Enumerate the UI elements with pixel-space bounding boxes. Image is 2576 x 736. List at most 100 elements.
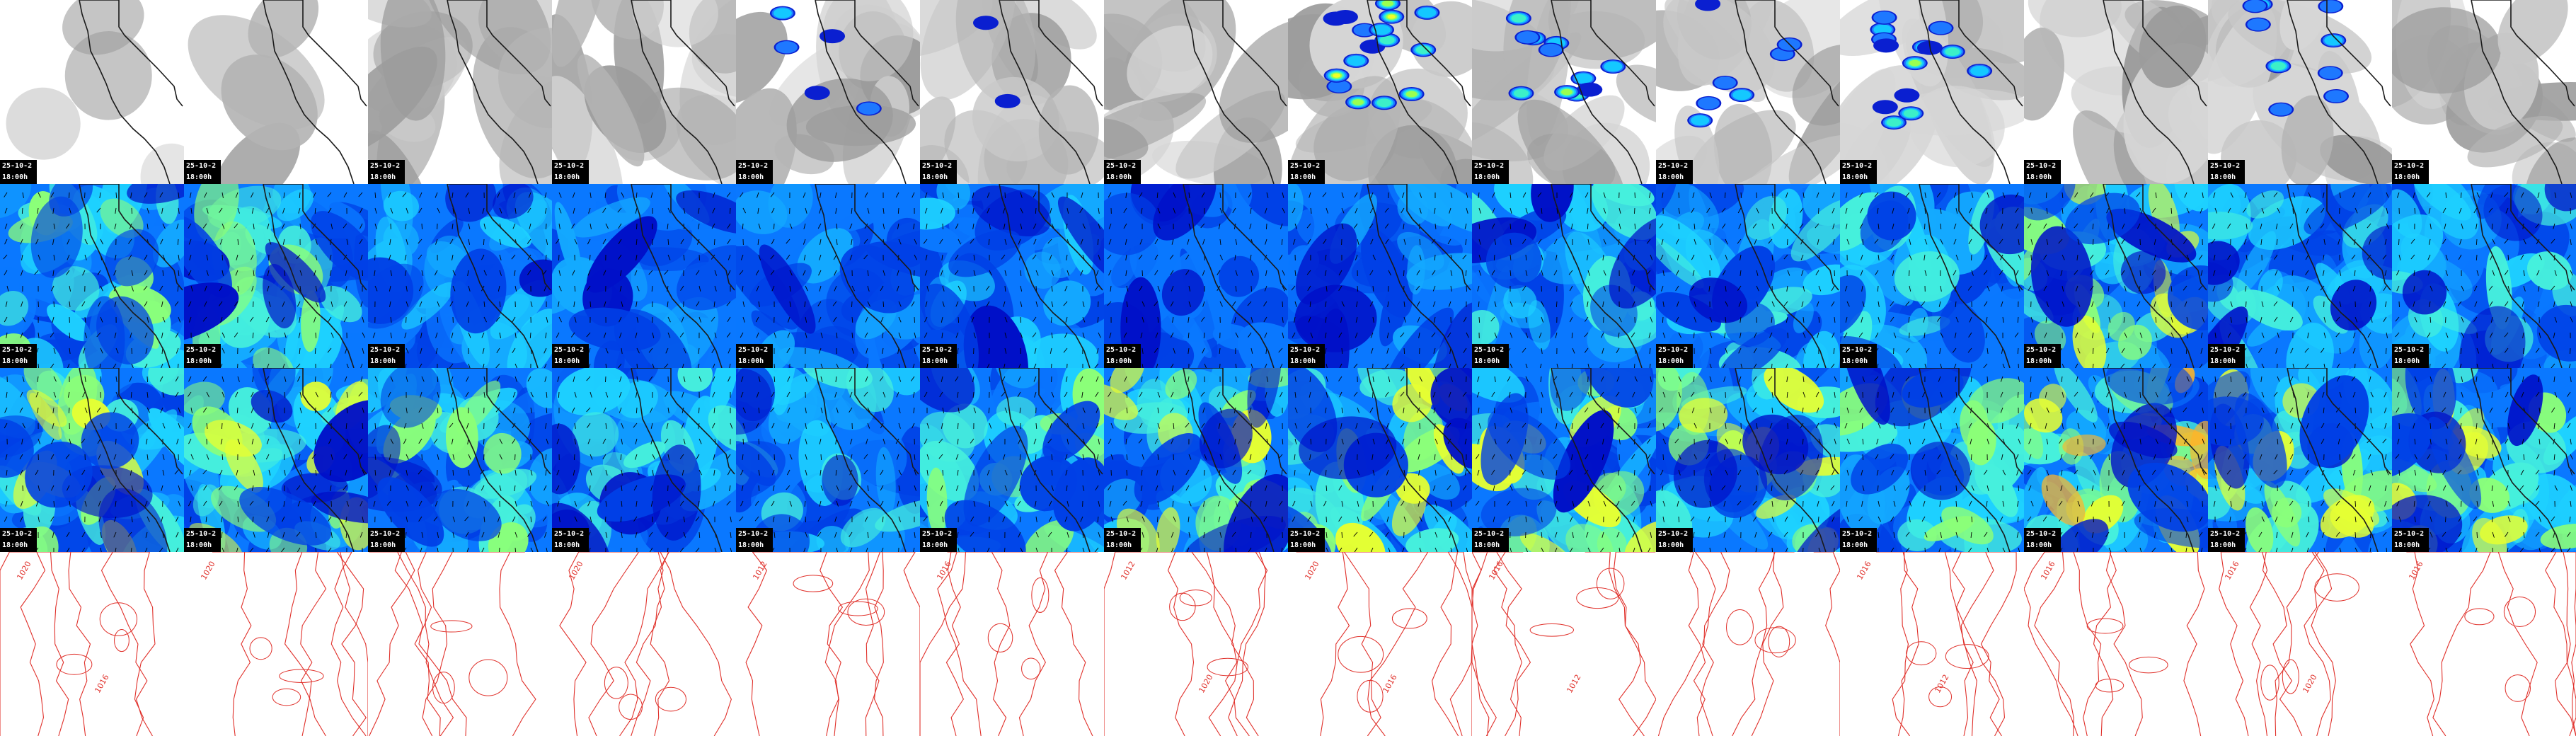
wind-speed-lower-panel: 25-10-2 18:00h bbox=[552, 184, 736, 368]
stamp-time: 18:00h bbox=[1106, 173, 1132, 181]
timestamp-label: 25-10-2 18:00h bbox=[2208, 528, 2245, 552]
stamp-date: 25-10-2 bbox=[1290, 346, 1321, 354]
timestamp-label: 25-10-2 18:00h bbox=[920, 528, 957, 552]
timestamp-label: 25-10-2 18:00h bbox=[1840, 528, 1877, 552]
timestamp-label: 25-10-2 18:00h bbox=[736, 528, 773, 552]
wind-speed-lower-map bbox=[920, 184, 1104, 368]
timestamp-label: 25-10-2 18:00h bbox=[184, 160, 221, 184]
cloud-cover-precipitation-panel: 25-10-2 18:00h bbox=[184, 0, 368, 184]
sea-level-pressure-isobars-map: 1020 bbox=[552, 552, 736, 736]
timestamp-label: 25-10-2 18:00h bbox=[1288, 528, 1325, 552]
wind-speed-upper-panel: 25-10-2 18:00h bbox=[1840, 368, 2024, 552]
cloud-cover-precipitation-map bbox=[2392, 0, 2576, 184]
wind-speed-lower-map bbox=[1656, 184, 1840, 368]
wind-speed-upper-map bbox=[1288, 368, 1472, 552]
cloud-cover-precipitation-map bbox=[0, 0, 184, 184]
wind-speed-upper-map bbox=[368, 368, 552, 552]
stamp-date: 25-10-2 bbox=[186, 162, 217, 170]
stamp-time: 18:00h bbox=[1290, 541, 1316, 549]
sea-level-pressure-isobars-panel: 1016 bbox=[920, 552, 1104, 736]
cloud-cover-precipitation-map bbox=[1104, 0, 1288, 184]
stamp-time: 18:00h bbox=[738, 357, 764, 365]
sea-level-pressure-isobars-panel: 1016 bbox=[2392, 552, 2576, 736]
wind-speed-lower-panel: 25-10-2 18:00h bbox=[2392, 184, 2576, 368]
timestamp-label: 25-10-2 18:00h bbox=[184, 344, 221, 368]
cloud-cover-precipitation-map bbox=[736, 0, 920, 184]
stamp-date: 25-10-2 bbox=[554, 346, 585, 354]
stamp-date: 25-10-2 bbox=[922, 530, 953, 538]
sea-level-pressure-isobars-panel: 1020 bbox=[552, 552, 736, 736]
cloud-cover-precipitation-panel: 25-10-2 18:00h bbox=[0, 0, 184, 184]
sea-level-pressure-isobars-map bbox=[1656, 552, 1840, 736]
cloud-cover-precipitation-map bbox=[184, 0, 368, 184]
wind-speed-upper-map bbox=[2024, 368, 2208, 552]
timestamp-label: 25-10-2 18:00h bbox=[2392, 160, 2429, 184]
wind-speed-upper-map bbox=[736, 368, 920, 552]
cloud-cover-precipitation-map bbox=[1472, 0, 1656, 184]
timestamp-label: 25-10-2 18:00h bbox=[1840, 344, 1877, 368]
sea-level-pressure-isobars-map: 1012 bbox=[736, 552, 920, 736]
wind-speed-lower-map bbox=[2208, 184, 2392, 368]
timestamp-label: 25-10-2 18:00h bbox=[552, 160, 589, 184]
stamp-date: 25-10-2 bbox=[2, 346, 33, 354]
stamp-date: 25-10-2 bbox=[554, 530, 585, 538]
cloud-cover-precipitation-map bbox=[1840, 0, 2024, 184]
sea-level-pressure-isobars-panel: 1016 bbox=[2024, 552, 2208, 736]
stamp-date: 25-10-2 bbox=[922, 346, 953, 354]
sea-level-pressure-isobars-map: 1016 bbox=[920, 552, 1104, 736]
stamp-date: 25-10-2 bbox=[1842, 530, 1873, 538]
cloud-cover-precipitation-map bbox=[552, 0, 736, 184]
wind-speed-lower-map bbox=[0, 184, 184, 368]
timestamp-label: 25-10-2 18:00h bbox=[1104, 160, 1141, 184]
cloud-cover-precipitation-panel: 25-10-2 18:00h bbox=[1288, 0, 1472, 184]
wind-speed-lower-map bbox=[1288, 184, 1472, 368]
wind-speed-upper-map bbox=[0, 368, 184, 552]
stamp-time: 18:00h bbox=[1474, 357, 1500, 365]
stamp-time: 18:00h bbox=[554, 541, 580, 549]
cloud-cover-precipitation-panel: 25-10-2 18:00h bbox=[1840, 0, 2024, 184]
wind-speed-lower-map bbox=[1472, 184, 1656, 368]
wind-speed-upper-map bbox=[920, 368, 1104, 552]
sea-level-pressure-isobars-panel: 1020 1016 bbox=[0, 552, 184, 736]
timestamp-label: 25-10-2 18:00h bbox=[736, 160, 773, 184]
timestamp-label: 25-10-2 18:00h bbox=[2392, 344, 2429, 368]
wind-speed-lower-map bbox=[184, 184, 368, 368]
stamp-date: 25-10-2 bbox=[2210, 530, 2241, 538]
stamp-date: 25-10-2 bbox=[1842, 346, 1873, 354]
sea-level-pressure-isobars-panel bbox=[1656, 552, 1840, 736]
timestamp-label: 25-10-2 18:00h bbox=[1288, 160, 1325, 184]
stamp-time: 18:00h bbox=[1106, 541, 1132, 549]
stamp-time: 18:00h bbox=[2, 541, 28, 549]
cloud-cover-precipitation-panel: 25-10-2 18:00h bbox=[1472, 0, 1656, 184]
wind-speed-upper-panel: 25-10-2 18:00h bbox=[0, 368, 184, 552]
sea-level-pressure-isobars-panel: 1016 1012 bbox=[1472, 552, 1656, 736]
cloud-cover-precipitation-map bbox=[920, 0, 1104, 184]
timestamp-label: 25-10-2 18:00h bbox=[2208, 344, 2245, 368]
stamp-date: 25-10-2 bbox=[1474, 346, 1505, 354]
timestamp-label: 25-10-2 18:00h bbox=[0, 160, 37, 184]
cloud-cover-precipitation-panel: 25-10-2 18:00h bbox=[920, 0, 1104, 184]
wind-speed-lower-panel: 25-10-2 18:00h bbox=[0, 184, 184, 368]
sea-level-pressure-isobars-panel: 1016 1012 bbox=[1840, 552, 2024, 736]
sea-level-pressure-isobars-panel: 1020 1016 bbox=[1288, 552, 1472, 736]
sea-level-pressure-isobars-map: 1016 bbox=[2392, 552, 2576, 736]
wind-speed-lower-panel: 25-10-2 18:00h bbox=[920, 184, 1104, 368]
timestamp-label: 25-10-2 18:00h bbox=[184, 528, 221, 552]
timestamp-label: 25-10-2 18:00h bbox=[2392, 528, 2429, 552]
wind-speed-upper-map bbox=[1472, 368, 1656, 552]
stamp-date: 25-10-2 bbox=[2394, 530, 2425, 538]
cloud-cover-precipitation-map bbox=[368, 0, 552, 184]
wind-speed-upper-panel: 25-10-2 18:00h bbox=[2024, 368, 2208, 552]
stamp-date: 25-10-2 bbox=[2210, 162, 2241, 170]
timestamp-label: 25-10-2 18:00h bbox=[1472, 160, 1509, 184]
wind-speed-upper-map bbox=[2208, 368, 2392, 552]
stamp-time: 18:00h bbox=[1474, 541, 1500, 549]
cloud-cover-precipitation-map bbox=[2024, 0, 2208, 184]
stamp-date: 25-10-2 bbox=[1658, 530, 1689, 538]
timestamp-label: 25-10-2 18:00h bbox=[2024, 528, 2061, 552]
stamp-date: 25-10-2 bbox=[1106, 162, 1137, 170]
wind-speed-upper-panel: 25-10-2 18:00h bbox=[184, 368, 368, 552]
timestamp-label: 25-10-2 18:00h bbox=[2024, 160, 2061, 184]
